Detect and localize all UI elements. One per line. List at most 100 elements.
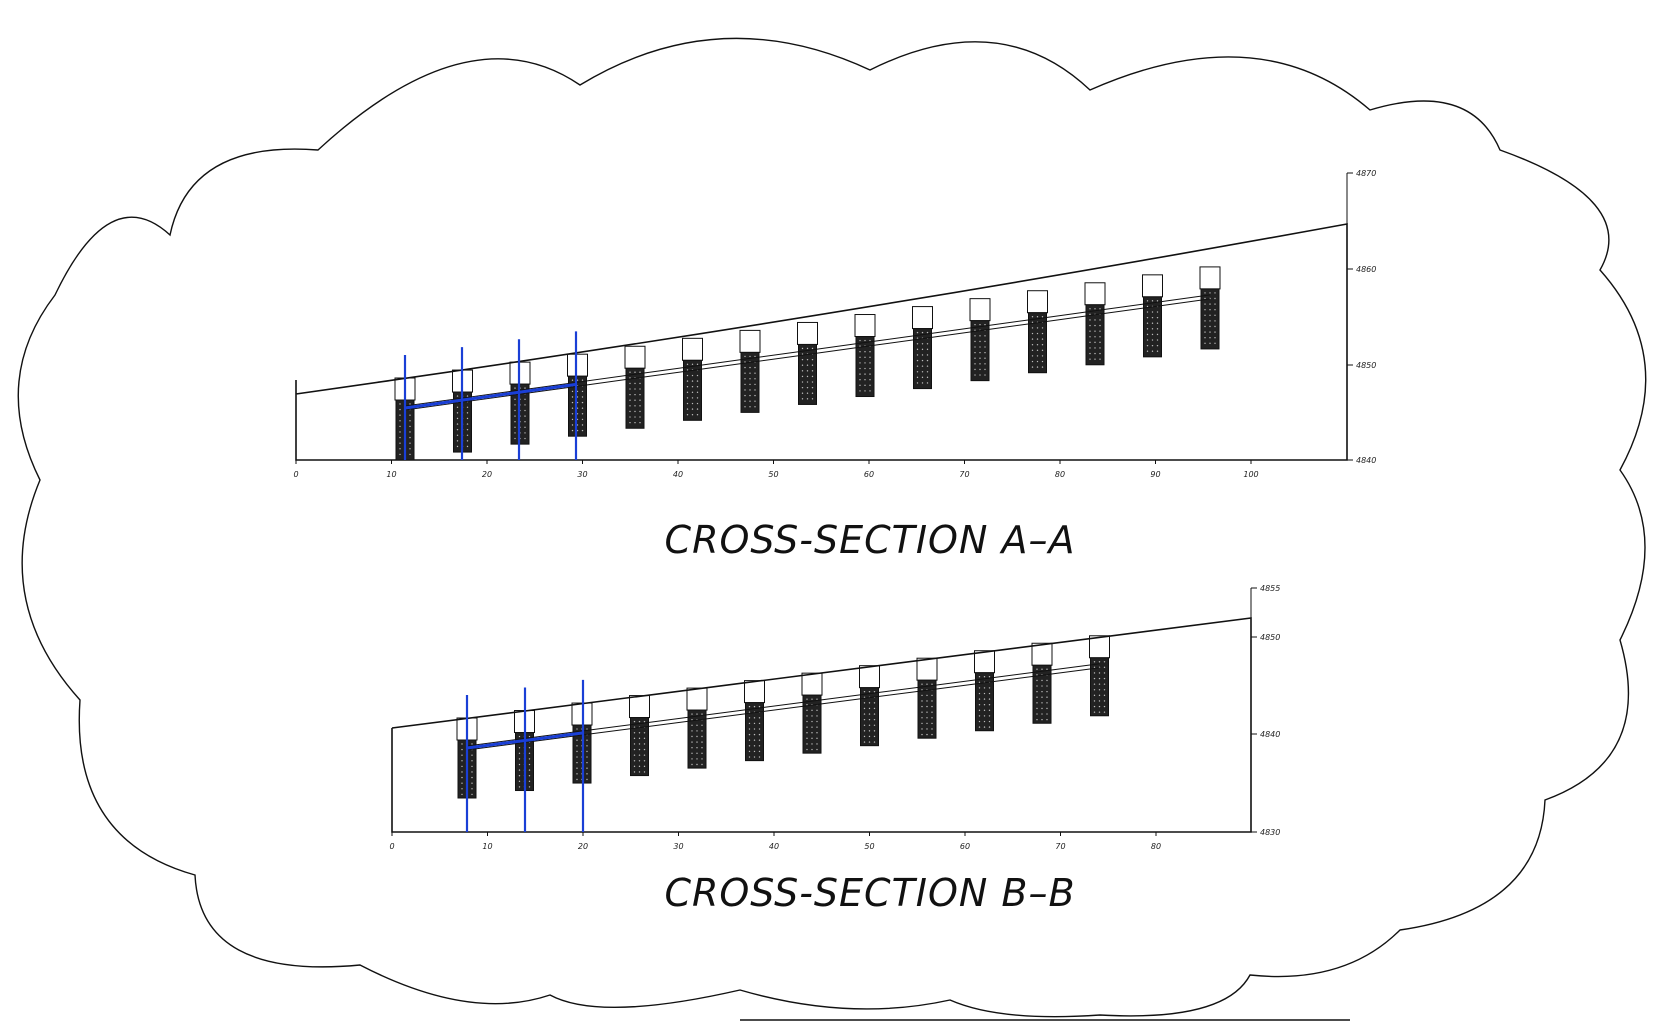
pier-texture-dot bbox=[456, 428, 459, 431]
pier-texture-dot bbox=[926, 331, 929, 334]
pier-texture-dot bbox=[864, 362, 866, 364]
pier-texture-dot bbox=[639, 382, 641, 385]
pier-texture-dot bbox=[701, 730, 703, 732]
pier-texture-dot bbox=[806, 370, 809, 372]
pier-texture-dot bbox=[399, 448, 401, 450]
pier-texture-dot bbox=[701, 758, 703, 760]
pier-texture-dot bbox=[1041, 668, 1043, 670]
pier-texture-dot bbox=[984, 374, 986, 376]
pier-texture-dot bbox=[806, 398, 809, 400]
pier-texture-dot bbox=[1146, 328, 1149, 330]
pier-texture-dot bbox=[1089, 336, 1091, 338]
pier-texture-dot bbox=[801, 392, 804, 394]
section-a-title: CROSS-SECTION A–A bbox=[665, 518, 1076, 562]
pier-texture-dot bbox=[571, 429, 574, 432]
pier-texture-dot bbox=[633, 720, 636, 723]
pier-texture-dot bbox=[916, 331, 919, 334]
pier-texture-dot bbox=[758, 733, 761, 736]
pier-texture-dot bbox=[1089, 352, 1091, 355]
pier-cap bbox=[739, 329, 761, 353]
pier-texture-dot bbox=[696, 763, 698, 766]
pier-texture-dot bbox=[863, 724, 866, 726]
pier-texture-dot bbox=[873, 702, 876, 704]
pier-texture-dot bbox=[1103, 689, 1106, 691]
pier-texture-dot bbox=[748, 733, 751, 736]
pier-texture-dot bbox=[921, 359, 924, 362]
pier-texture-dot bbox=[686, 414, 689, 416]
x-tick-label: 40 bbox=[673, 470, 683, 479]
x-tick-label: 70 bbox=[1055, 842, 1065, 851]
pier-texture-dot bbox=[576, 396, 579, 398]
section-b: 0 10 20 30 40 50 60 70 80 4855 4850 4840 4830 CROSS… bbox=[389, 584, 1280, 915]
section-a-x-axis: 0 10 20 30 40 50 60 70 80 90 100 bbox=[293, 460, 1259, 479]
pier-texture-dot bbox=[753, 722, 756, 725]
pier-texture-dot bbox=[634, 393, 636, 396]
pier-texture-dot bbox=[806, 743, 808, 745]
pier-texture-dot bbox=[816, 748, 818, 751]
pier-texture-dot bbox=[524, 409, 526, 412]
pier-texture-dot bbox=[921, 343, 924, 345]
pier-texture-dot bbox=[1031, 321, 1034, 324]
pier-texture-dot bbox=[926, 728, 928, 730]
section-b-title: CROSS-SECTION B–B bbox=[664, 871, 1075, 915]
pier-texture-dot bbox=[1036, 685, 1038, 687]
pier-texture-dot bbox=[586, 739, 588, 741]
pier-texture-dot bbox=[471, 793, 473, 796]
pier-texture-dot bbox=[1151, 328, 1154, 330]
pier-cap bbox=[1142, 274, 1163, 298]
pier-texture-dot bbox=[1094, 324, 1096, 327]
grade-beam-top bbox=[466, 663, 1100, 747]
pier-texture-dot bbox=[988, 704, 991, 706]
pier-texture-dot bbox=[988, 698, 991, 700]
pier-texture-dot bbox=[629, 416, 631, 418]
pier-texture-dot bbox=[1041, 679, 1043, 682]
pier-texture-dot bbox=[859, 390, 861, 392]
x-tick-label: 10 bbox=[386, 470, 396, 479]
pier-texture-dot bbox=[806, 726, 808, 728]
pier-cap bbox=[629, 695, 650, 719]
pier-texture-dot bbox=[1156, 316, 1159, 319]
pier-texture-dot bbox=[926, 705, 928, 708]
pier-texture-dot bbox=[873, 690, 876, 693]
pier-texture-dot bbox=[461, 743, 463, 745]
pier-texture-dot bbox=[801, 353, 804, 355]
pier-texture-dot bbox=[1214, 314, 1216, 317]
pier-texture-dot bbox=[1099, 330, 1101, 332]
pier-texture-dot bbox=[744, 355, 746, 358]
pier-texture-dot bbox=[576, 418, 579, 421]
pier-texture-dot bbox=[1204, 292, 1206, 294]
pier-texture-dot bbox=[748, 711, 751, 713]
pier-texture-dot bbox=[1041, 718, 1043, 721]
pier-texture-dot bbox=[638, 737, 641, 740]
pier-texture-dot bbox=[863, 718, 866, 721]
pier-texture-dot bbox=[811, 392, 814, 394]
pier-cap bbox=[859, 665, 880, 689]
pier-texture-dot bbox=[869, 390, 871, 392]
pier-texture-dot bbox=[754, 378, 756, 380]
pier-texture-dot bbox=[863, 696, 866, 698]
section-b-x-axis: 0 10 20 30 40 50 60 70 80 bbox=[389, 832, 1161, 851]
pier-texture-dot bbox=[869, 362, 871, 364]
pier-texture-dot bbox=[1094, 336, 1096, 338]
pier-texture-dot bbox=[524, 387, 526, 389]
pier-texture-dot bbox=[638, 760, 641, 762]
pier-texture-dot bbox=[1156, 344, 1159, 347]
pier-texture-dot bbox=[1103, 700, 1106, 702]
pier-texture-dot bbox=[1156, 300, 1159, 302]
pier-texture-dot bbox=[638, 754, 641, 756]
pier-texture-dot bbox=[926, 376, 929, 379]
pier-texture-dot bbox=[1214, 303, 1216, 305]
pier-texture-dot bbox=[931, 683, 933, 685]
pier-texture-dot bbox=[1098, 672, 1101, 674]
pier-texture-dot bbox=[691, 397, 694, 399]
pier-texture-dot bbox=[816, 715, 818, 717]
pier-texture-dot bbox=[816, 698, 818, 700]
pier-texture-dot bbox=[859, 384, 861, 387]
pier-texture-dot bbox=[1036, 355, 1039, 357]
pier-texture-dot bbox=[633, 771, 636, 773]
pier-texture-dot bbox=[696, 397, 699, 399]
pier-texture-dot bbox=[806, 748, 808, 751]
pier-texture-dot bbox=[1099, 319, 1101, 321]
pier-texture-dot bbox=[581, 390, 584, 393]
pier-texture-dot bbox=[754, 406, 756, 408]
